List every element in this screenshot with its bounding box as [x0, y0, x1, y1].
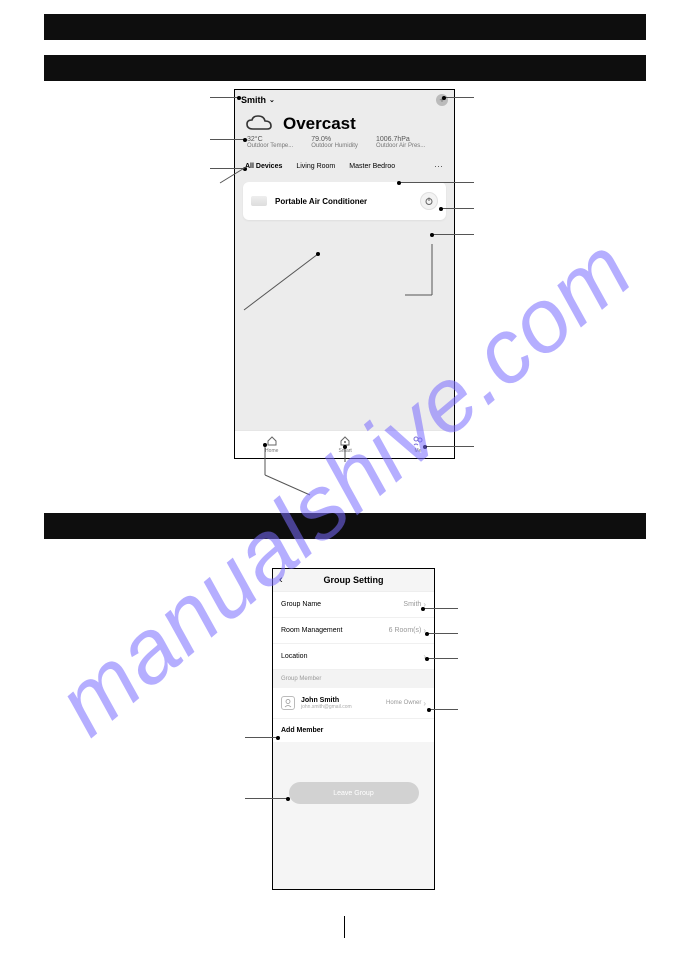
section-bar-1 [44, 14, 646, 40]
smart-icon [339, 435, 351, 447]
member-role: Home Owner [386, 700, 421, 706]
chevron-down-icon: ⌄ [269, 96, 275, 104]
callout-line [399, 182, 474, 183]
group-name-label: Group Name [281, 601, 321, 608]
leave-group-label: Leave Group [333, 790, 373, 797]
tabs-more-icon[interactable]: ⋯ [434, 161, 444, 172]
stat-hum-value: 79.0% [311, 136, 358, 143]
callout-line [210, 139, 245, 140]
member-name: John Smith [301, 697, 352, 704]
callout-line [444, 97, 474, 98]
nav-home-label: Home [265, 448, 278, 454]
home-icon [266, 435, 278, 447]
callout-line [432, 234, 474, 235]
phone-group-settings: ‹ Group Setting Group Name Smith› Room M… [272, 568, 435, 890]
user-dropdown[interactable]: Smith ⌄ [241, 95, 275, 105]
row-location[interactable]: Location › [273, 644, 434, 670]
stat-temp-value: 32°C [247, 136, 293, 143]
me-icon [412, 435, 424, 447]
location-label: Location [281, 653, 307, 660]
stat-press-value: 1006.7hPa [376, 136, 425, 143]
callout-line [441, 208, 474, 209]
device-card[interactable]: Portable Air Conditioner [243, 182, 446, 220]
callout-line [245, 798, 288, 799]
row-room-management[interactable]: Room Management 6 Room(s)› [273, 618, 434, 644]
leave-group-button[interactable]: Leave Group [289, 782, 419, 804]
tab-all-devices[interactable]: All Devices [245, 163, 282, 170]
avatar-icon [281, 696, 295, 710]
stat-press-label: Outdoor Air Pres... [376, 143, 425, 149]
callout-line [245, 737, 278, 738]
device-thumb-icon [251, 196, 267, 206]
user-name: Smith [241, 95, 266, 105]
section-bar-2 [44, 55, 646, 81]
page-divider [344, 916, 345, 938]
callout-line [425, 446, 474, 447]
nav-smart[interactable]: Smart [338, 435, 351, 454]
add-member-button[interactable]: Add Member [273, 719, 434, 742]
row-group-name[interactable]: Group Name Smith› [273, 592, 434, 618]
callout-line [427, 633, 458, 634]
cloud-icon [245, 114, 275, 134]
nav-me[interactable]: Me [412, 435, 424, 454]
callout-line [427, 658, 458, 659]
screen-title: Group Setting [324, 575, 384, 585]
group-name-value: Smith [403, 601, 421, 608]
back-button[interactable]: ‹ [279, 574, 283, 586]
callout-line [210, 97, 239, 98]
nav-me-label: Me [414, 448, 421, 454]
room-mgmt-value: 6 Room(s) [389, 627, 422, 634]
bottom-nav: Home Smart Me [235, 430, 454, 458]
phone-home-screen: Smith ⌄ + Overcast 32°COutdoor Tempe... … [234, 89, 455, 459]
device-name: Portable Air Conditioner [275, 197, 367, 206]
tab-master-bedroom[interactable]: Master Bedroo [349, 163, 395, 170]
callout-line [210, 168, 245, 169]
stat-hum-label: Outdoor Humidity [311, 143, 358, 149]
chevron-right-icon: › [423, 699, 426, 708]
tab-living-room[interactable]: Living Room [296, 163, 335, 170]
nav-smart-label: Smart [338, 448, 351, 454]
section-group-member: Group Member [273, 670, 434, 688]
member-email: john.smith@gmail.com [301, 704, 352, 710]
callout-line [429, 709, 458, 710]
callout-line [423, 608, 458, 609]
add-member-label: Add Member [281, 727, 323, 734]
power-button[interactable] [420, 192, 438, 210]
weather-stats: 32°COutdoor Tempe... 79.0%Outdoor Humidi… [235, 136, 454, 157]
member-row[interactable]: John Smith john.smith@gmail.com Home Own… [273, 688, 434, 719]
nav-home[interactable]: Home [265, 435, 278, 454]
room-mgmt-label: Room Management [281, 627, 342, 634]
section-bar-3 [44, 513, 646, 539]
weather-title: Overcast [283, 114, 356, 134]
stat-temp-label: Outdoor Tempe... [247, 143, 293, 149]
